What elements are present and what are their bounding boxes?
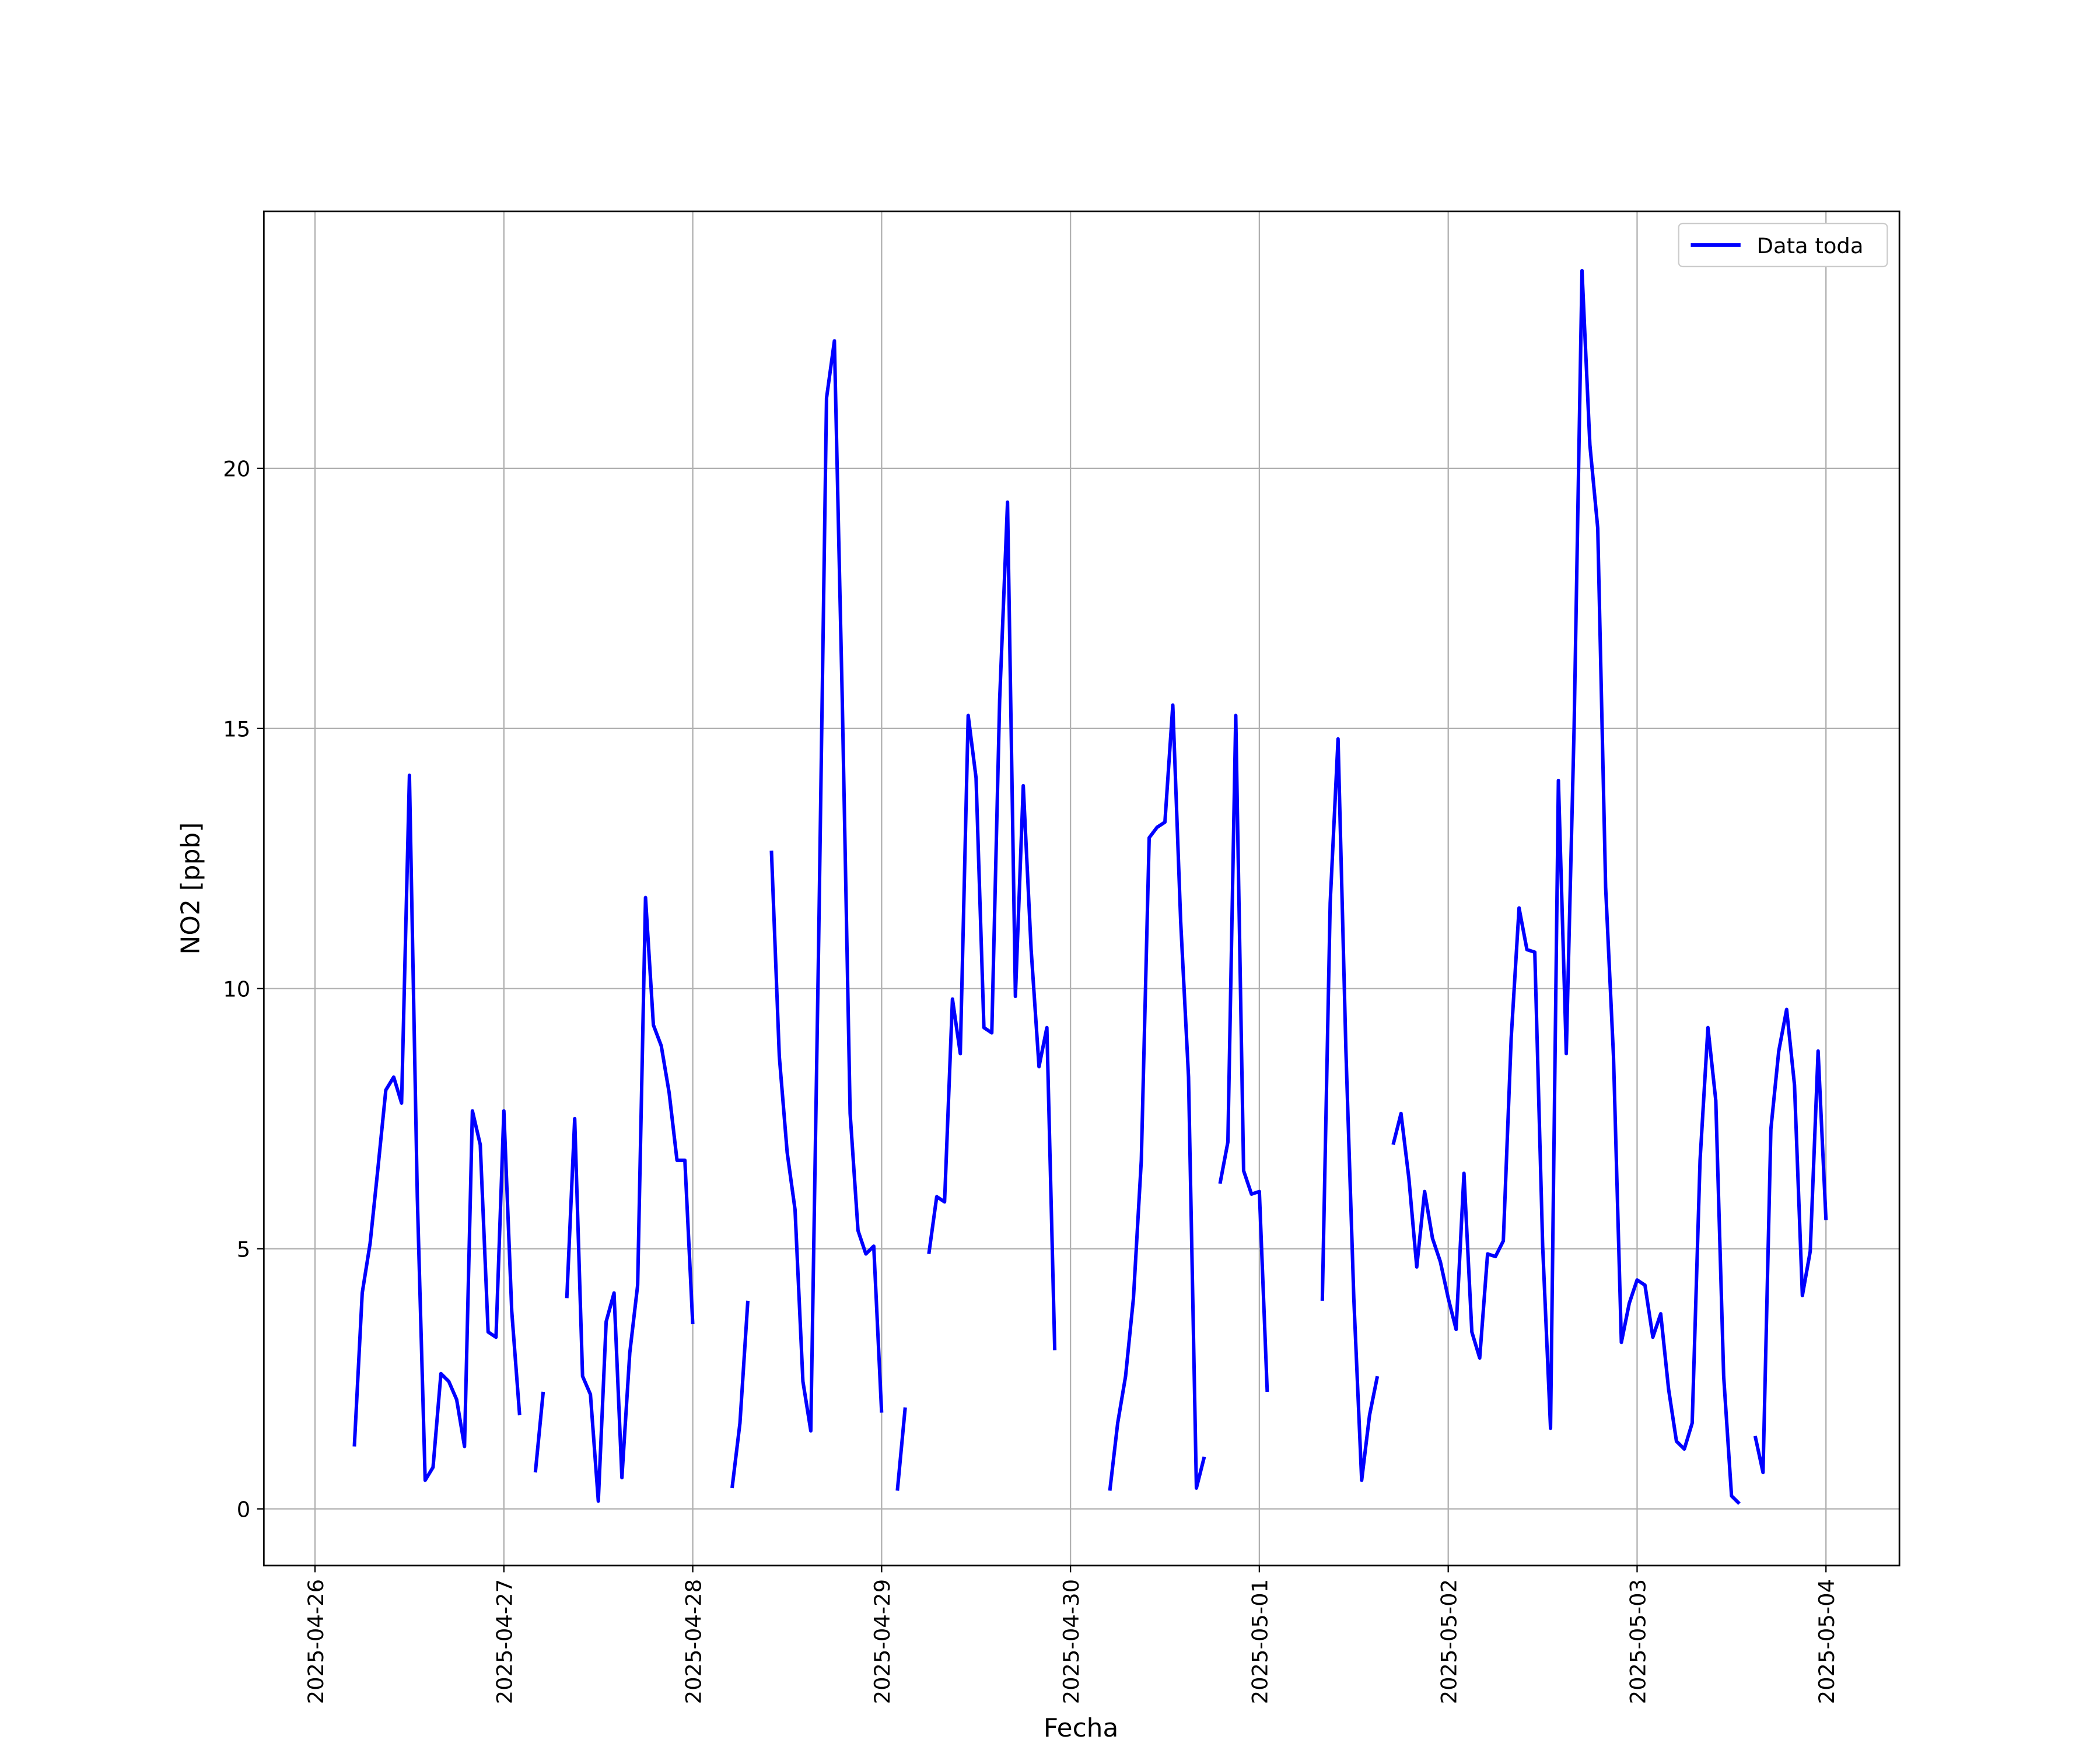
y-tick-label: 20 [223, 457, 250, 482]
x-tick-label: 2025-04-28 [681, 1579, 706, 1704]
x-tick-label: 2025-05-01 [1248, 1579, 1273, 1704]
legend-label: Data toda [1757, 233, 1864, 258]
y-tick-label: 10 [223, 977, 250, 1002]
x-tick-label: 2025-04-27 [492, 1579, 517, 1704]
plot-frame [262, 210, 1901, 1567]
legend-box [1678, 222, 1888, 268]
x-tick-label: 2025-05-02 [1437, 1579, 1462, 1704]
x-tick-label: 2025-04-30 [1059, 1579, 1084, 1704]
x-axis-label: Fecha [1044, 1713, 1119, 1743]
y-axis-label: NO2 [ppb] [176, 822, 206, 955]
y-tick-label: 15 [223, 717, 250, 742]
x-tick-label: 2025-04-29 [870, 1579, 895, 1704]
x-tick-label: 2025-04-26 [303, 1579, 328, 1704]
y-tick-label: 0 [237, 1497, 250, 1522]
y-tick-label: 5 [237, 1237, 250, 1262]
x-tick-label: 2025-05-04 [1814, 1579, 1839, 1704]
x-tick-label: 2025-05-03 [1625, 1579, 1650, 1704]
data-line [352, 268, 1828, 1505]
